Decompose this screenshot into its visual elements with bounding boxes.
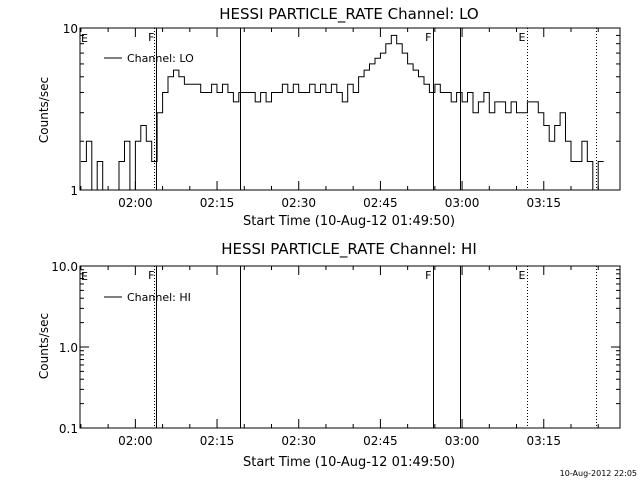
x-tick-label-0: 02:00 [118, 196, 153, 210]
footer-timestamp: 10-Aug-2012 22:05 [560, 469, 637, 478]
tick-group-lo: 02:00 02:15 02:30 02:45 03:00 03:15 1 10 [63, 22, 620, 210]
x-tick-label-3: 02:45 [363, 434, 398, 448]
x-tick-label-1: 02:15 [200, 434, 235, 448]
tick-group-hi: 02:00 02:15 02:30 02:45 03:00 03:15 0.1 1.0 10.0 [51, 260, 620, 448]
y-axis-label-hi: Counts/sec [37, 313, 51, 379]
chart-title-lo: HESSI PARTICLE_RATE Channel: LO [219, 5, 478, 24]
x-axis-label-lo: Start Time (10-Aug-12 01:49:50) [243, 214, 455, 229]
y-tick-label-1: 10 [63, 22, 78, 36]
event-marker-label-3: F [425, 31, 431, 44]
chart-title-hi: HESSI PARTICLE_RATE Channel: HI [221, 240, 477, 259]
marker-group-lo: F F EE [81, 28, 597, 190]
series-line-0 [80, 34, 604, 191]
x-axis-label-hi: Start Time (10-Aug-12 01:49:50) [243, 455, 455, 470]
legend-hi: Channel: HI [104, 291, 191, 304]
x-tick-label-4: 03:00 [445, 196, 480, 210]
panel-lo: HESSI PARTICLE_RATE Channel: LO Counts/s… [37, 5, 621, 229]
x-tick-label-2: 02:30 [281, 434, 316, 448]
legend-entry-lo: Channel: LO [127, 52, 194, 65]
x-tick-label-5: 03:15 [526, 196, 561, 210]
x-tick-label-3: 02:45 [363, 196, 398, 210]
edge-label-0: E [81, 32, 88, 45]
marker-group-hi: F F EE [81, 266, 597, 428]
x-tick-label-1: 02:15 [200, 196, 235, 210]
y-tick-label-0: 1 [70, 184, 78, 198]
event-marker-label-5: E [519, 31, 526, 44]
legend-entry-hi: Channel: HI [127, 291, 191, 304]
x-tick-label-5: 03:15 [526, 434, 561, 448]
y-tick-label-1: 1.0 [59, 341, 78, 355]
panel-hi: HESSI PARTICLE_RATE Channel: HI Counts/s… [37, 240, 621, 470]
legend-lo: Channel: LO [104, 52, 194, 65]
plot-frame-lo [79, 27, 621, 191]
x-tick-label-4: 03:00 [445, 434, 480, 448]
event-marker-label-1: F [148, 31, 154, 44]
event-marker-label-3: F [425, 269, 431, 282]
y-tick-label-2: 10.0 [51, 260, 78, 274]
event-marker-label-1: F [148, 269, 154, 282]
event-marker-label-5: E [519, 269, 526, 282]
x-tick-label-2: 02:30 [281, 196, 316, 210]
edge-label-0: E [81, 270, 88, 283]
series-group-lo [80, 34, 604, 191]
y-tick-label-0: 0.1 [59, 422, 78, 436]
x-tick-label-0: 02:00 [118, 434, 153, 448]
y-axis-label-lo: Counts/sec [37, 77, 51, 143]
